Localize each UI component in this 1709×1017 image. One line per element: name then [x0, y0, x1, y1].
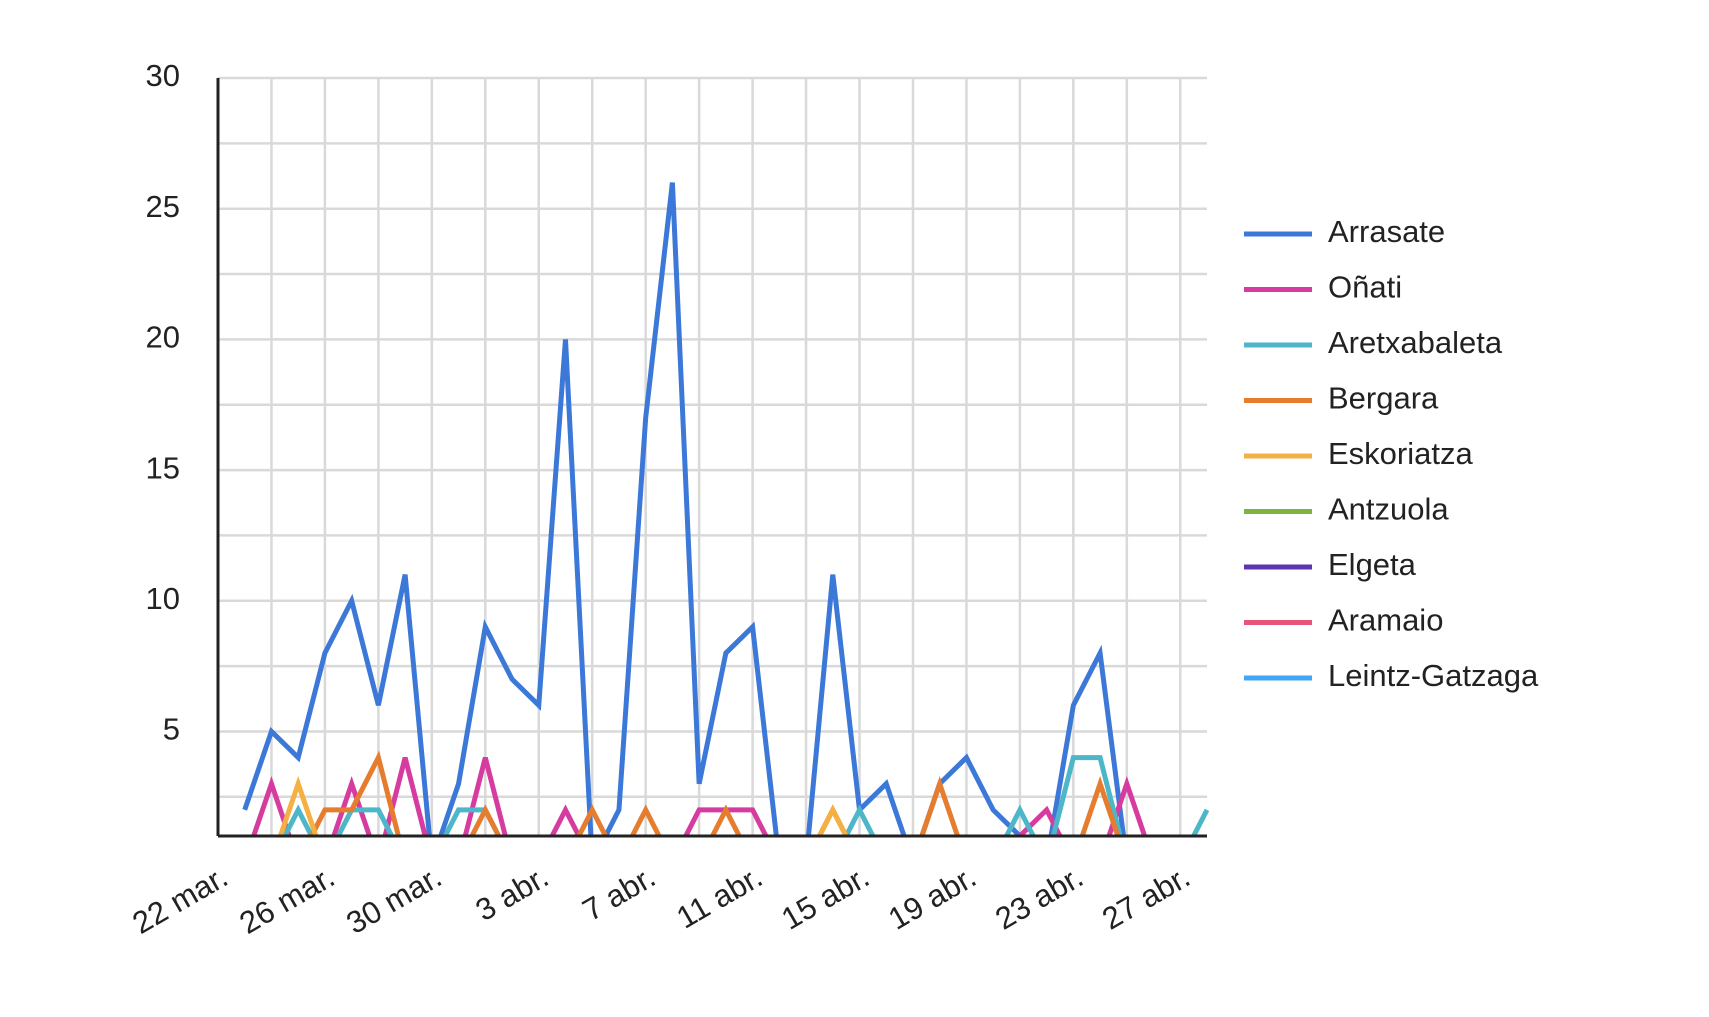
legend-label: Oñati — [1328, 270, 1402, 305]
series-line — [308, 750, 1121, 836]
x-tick-label: 23 abr. — [989, 859, 1089, 937]
series-line — [242, 182, 1126, 836]
y-tick-label: 10 — [146, 581, 180, 616]
x-tick-label: 19 abr. — [882, 859, 982, 937]
y-tick-label: 30 — [146, 58, 180, 93]
y-tick-label: 25 — [146, 189, 180, 224]
legend-label: Aretxabaleta — [1328, 325, 1503, 360]
x-tick-label: 30 mar. — [340, 859, 447, 941]
legend-label: Eskoriatza — [1328, 436, 1473, 471]
x-tick-label: 3 abr. — [470, 859, 555, 928]
x-tick-label: 27 abr. — [1096, 859, 1196, 937]
y-tick-label: 15 — [146, 450, 180, 485]
x-tick-label: 15 abr. — [775, 859, 875, 937]
legend-label: Leintz-Gatzaga — [1328, 658, 1539, 693]
x-tick-label: 22 mar. — [127, 859, 234, 941]
x-tick-label: 7 abr. — [577, 859, 662, 928]
legend-label: Elgeta — [1328, 547, 1417, 582]
x-tick-label: 26 mar. — [233, 859, 340, 941]
y-tick-label: 20 — [146, 320, 180, 355]
legend-label: Antzuola — [1328, 492, 1449, 527]
x-tick-label: 11 abr. — [671, 859, 769, 936]
legend-label: Bergara — [1328, 381, 1439, 416]
y-tick-label: 5 — [163, 712, 180, 747]
grid — [218, 76, 1207, 836]
legend-label: Aramaio — [1328, 603, 1443, 638]
plot-area — [242, 182, 1210, 836]
legend-label: Arrasate — [1328, 214, 1445, 249]
legend: Arrasate Oñati Aretxabaleta Bergara Eskoriat… — [1244, 214, 1539, 693]
